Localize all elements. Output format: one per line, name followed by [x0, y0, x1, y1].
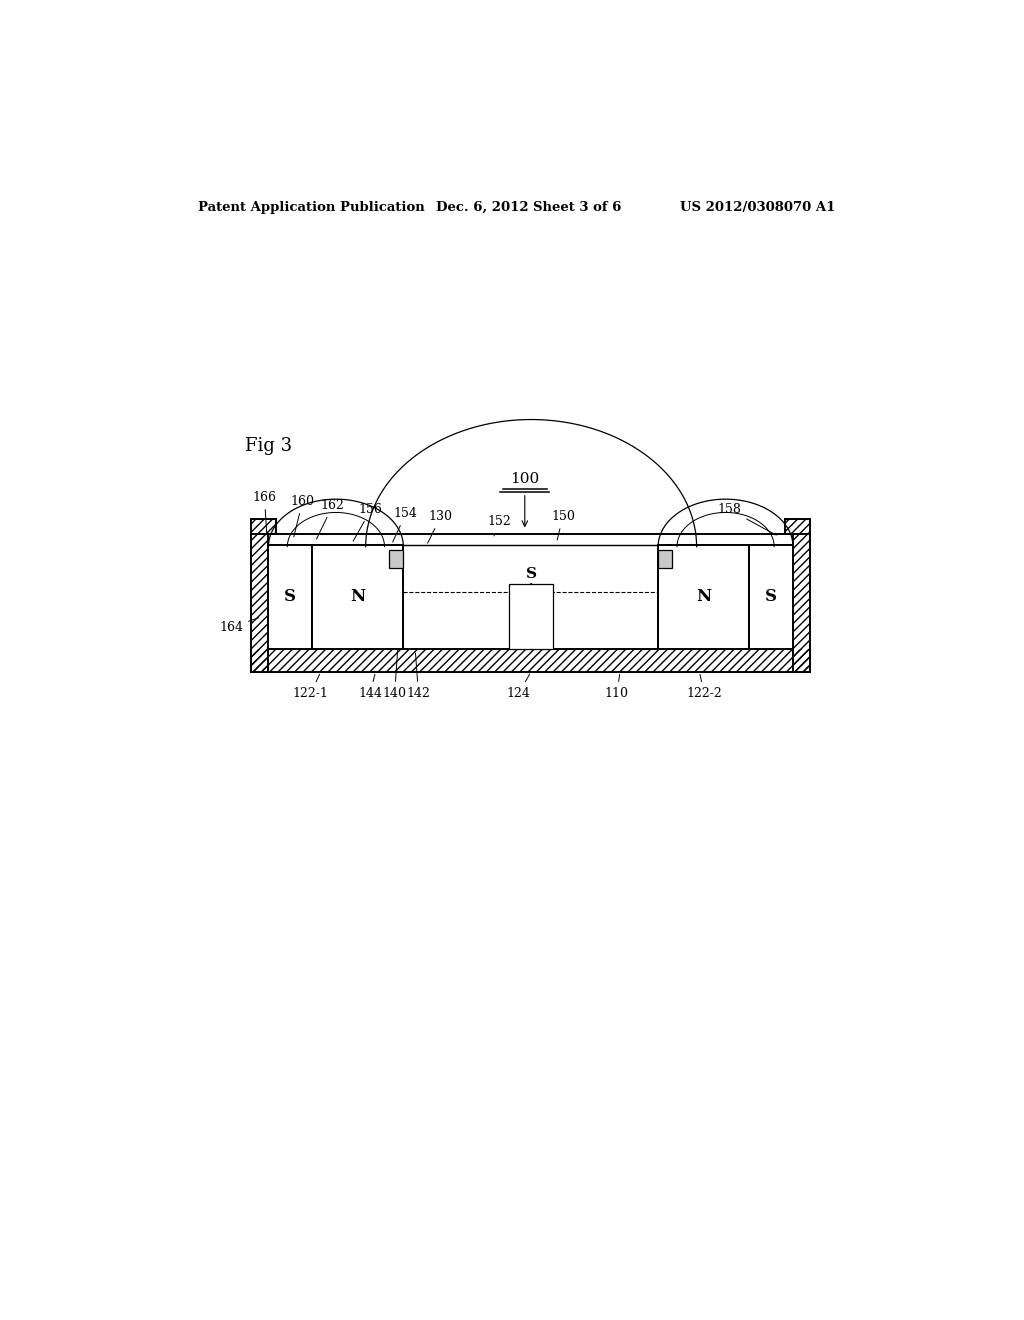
Text: S: S [765, 589, 777, 606]
Bar [251, 535, 268, 672]
Text: 160: 160 [291, 495, 314, 537]
Text: 130: 130 [428, 511, 453, 543]
Text: 164: 164 [219, 618, 259, 634]
Bar [251, 535, 268, 672]
Text: 162: 162 [316, 499, 345, 539]
Bar [658, 549, 673, 568]
Text: 140: 140 [383, 649, 407, 700]
Text: 122-1: 122-1 [293, 675, 329, 700]
Text: 144: 144 [358, 675, 382, 700]
Text: S: S [285, 589, 296, 606]
Bar [312, 545, 403, 649]
Bar [251, 519, 276, 535]
Text: 158: 158 [718, 503, 776, 535]
Text: 152: 152 [487, 515, 511, 536]
Bar [389, 549, 403, 568]
Bar [509, 585, 553, 649]
Bar [793, 535, 811, 672]
Bar [658, 545, 750, 649]
Text: N: N [696, 589, 712, 606]
Text: Dec. 6, 2012: Dec. 6, 2012 [436, 201, 528, 214]
Text: 110: 110 [605, 675, 629, 700]
Text: 100: 100 [510, 471, 540, 486]
Bar [268, 545, 312, 649]
Text: US 2012/0308070 A1: US 2012/0308070 A1 [680, 201, 835, 214]
Bar [793, 535, 811, 672]
Text: 122-2: 122-2 [686, 675, 722, 700]
Text: N: N [350, 589, 366, 606]
Bar [251, 649, 810, 672]
Bar [785, 519, 811, 535]
Text: Fig 3: Fig 3 [246, 437, 293, 455]
Text: 142: 142 [407, 653, 430, 700]
Text: Sheet 3 of 6: Sheet 3 of 6 [532, 201, 622, 214]
Text: 150: 150 [551, 511, 574, 540]
Bar [251, 649, 810, 672]
Text: Patent Application Publication: Patent Application Publication [198, 201, 425, 214]
Text: 154: 154 [392, 507, 418, 543]
Text: S: S [525, 568, 537, 581]
Text: 166: 166 [253, 491, 276, 533]
Text: 156: 156 [353, 503, 383, 541]
Bar [750, 545, 793, 649]
Text: 124: 124 [507, 675, 530, 700]
